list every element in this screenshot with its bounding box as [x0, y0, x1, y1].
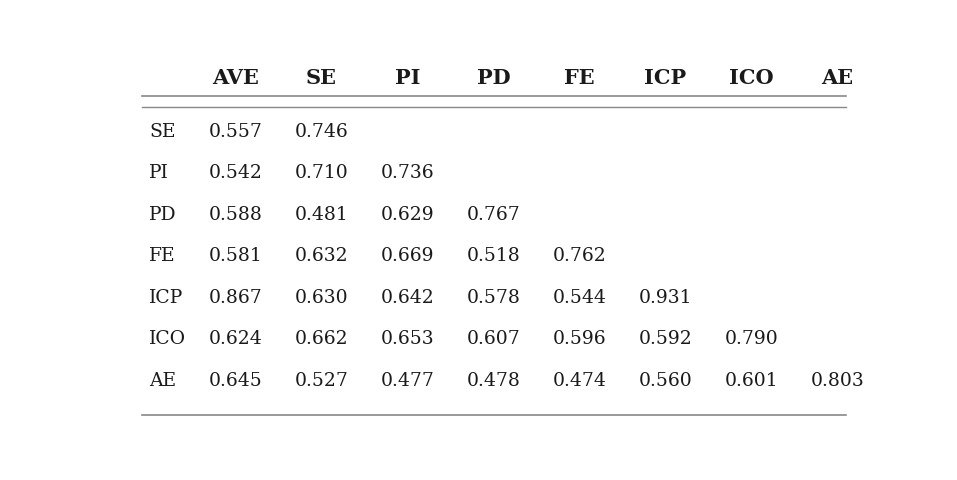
Text: AE: AE: [149, 371, 176, 389]
Text: 0.790: 0.790: [724, 329, 778, 348]
Text: 0.803: 0.803: [811, 371, 864, 389]
Text: 0.557: 0.557: [209, 122, 262, 141]
Text: 0.478: 0.478: [466, 371, 521, 389]
Text: 0.931: 0.931: [638, 288, 692, 306]
Text: FE: FE: [149, 247, 176, 264]
Text: 0.642: 0.642: [381, 288, 434, 306]
Text: 0.669: 0.669: [381, 247, 434, 264]
Text: 0.596: 0.596: [552, 329, 607, 348]
Text: 0.746: 0.746: [295, 122, 348, 141]
Text: 0.630: 0.630: [295, 288, 348, 306]
Text: 0.662: 0.662: [295, 329, 348, 348]
Text: 0.527: 0.527: [295, 371, 348, 389]
Text: FE: FE: [564, 68, 595, 88]
Text: ICO: ICO: [149, 329, 187, 348]
Text: 0.477: 0.477: [381, 371, 434, 389]
Text: 0.632: 0.632: [295, 247, 348, 264]
Text: 0.607: 0.607: [467, 329, 521, 348]
Text: 0.736: 0.736: [381, 164, 434, 182]
Text: AVE: AVE: [211, 68, 258, 88]
Text: PD: PD: [477, 68, 510, 88]
Text: 0.762: 0.762: [552, 247, 607, 264]
Text: ICO: ICO: [729, 68, 774, 88]
Text: 0.518: 0.518: [467, 247, 521, 264]
Text: PI: PI: [149, 164, 169, 182]
Text: SE: SE: [306, 68, 337, 88]
Text: 0.542: 0.542: [209, 164, 262, 182]
Text: ICP: ICP: [149, 288, 184, 306]
Text: SE: SE: [149, 122, 176, 141]
Text: 0.578: 0.578: [466, 288, 521, 306]
Text: ICP: ICP: [644, 68, 686, 88]
Text: 0.592: 0.592: [638, 329, 692, 348]
Text: PD: PD: [149, 205, 177, 223]
Text: 0.645: 0.645: [209, 371, 262, 389]
Text: 0.767: 0.767: [467, 205, 521, 223]
Text: AE: AE: [821, 68, 854, 88]
Text: 0.560: 0.560: [638, 371, 692, 389]
Text: 0.629: 0.629: [381, 205, 434, 223]
Text: 0.601: 0.601: [724, 371, 778, 389]
Text: PI: PI: [394, 68, 420, 88]
Text: 0.624: 0.624: [209, 329, 262, 348]
Text: 0.474: 0.474: [552, 371, 607, 389]
Text: 0.481: 0.481: [295, 205, 348, 223]
Text: 0.867: 0.867: [209, 288, 262, 306]
Text: 0.544: 0.544: [552, 288, 607, 306]
Text: 0.653: 0.653: [381, 329, 434, 348]
Text: 0.710: 0.710: [295, 164, 348, 182]
Text: 0.581: 0.581: [209, 247, 262, 264]
Text: 0.588: 0.588: [209, 205, 262, 223]
